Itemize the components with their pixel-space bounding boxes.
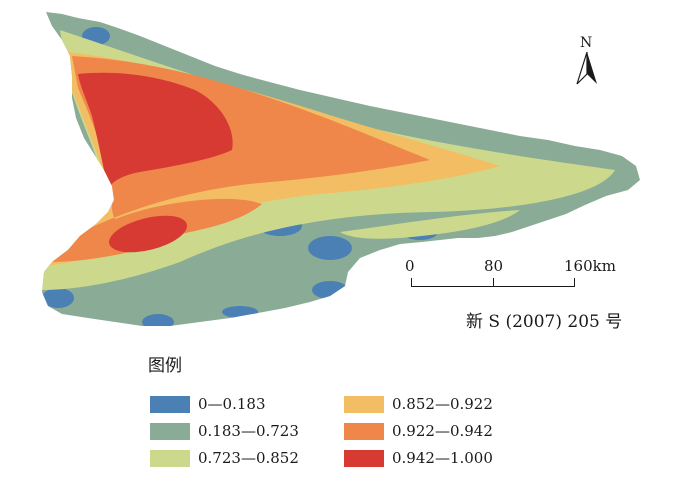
- north-arrow-icon: [576, 51, 597, 85]
- legend-title: 图例: [148, 356, 182, 376]
- legend-label: 0.922—0.942: [392, 422, 493, 440]
- zone-yellowgreen-2: [340, 210, 520, 239]
- legend-item: 0.852—0.922: [344, 394, 493, 414]
- zone-blue-3: [308, 236, 352, 260]
- suitability-map: [42, 12, 640, 326]
- legend: 0—0.183 0.183—0.723 0.723—0.852 0.852—0.…: [150, 394, 550, 469]
- legend-item: 0—0.183: [150, 394, 266, 414]
- scale-tick-160: 160km: [564, 257, 616, 275]
- legend-swatch: [344, 395, 384, 413]
- legend-item: 0.942—1.000: [344, 448, 493, 468]
- legend-label: 0—0.183: [198, 395, 266, 413]
- scale-tick-80: 80: [484, 257, 504, 275]
- zone-blue-7: [142, 314, 174, 326]
- legend-label: 0.852—0.922: [392, 395, 493, 413]
- legend-item: 0.922—0.942: [344, 421, 493, 441]
- zone-red-1: [78, 72, 233, 190]
- zone-red-2: [108, 215, 188, 253]
- legend-label: 0.183—0.723: [198, 422, 299, 440]
- legend-item: 0.723—0.852: [150, 448, 299, 468]
- legend-swatch: [150, 395, 190, 413]
- scale-tick-mark-80: [493, 278, 494, 287]
- legend-item: 0.183—0.723: [150, 421, 299, 441]
- scale-tick-0: 0: [405, 257, 415, 275]
- scale-bar: 0 80 160km: [400, 257, 616, 298]
- zone-blue-8: [312, 281, 348, 299]
- zone-blue-9: [222, 306, 258, 318]
- legend-swatch: [150, 422, 190, 440]
- legend-label: 0.723—0.852: [198, 449, 299, 467]
- map-approval-number: 新 S (2007) 205 号: [466, 312, 623, 332]
- legend-swatch: [150, 449, 190, 467]
- legend-swatch: [344, 449, 384, 467]
- scale-tick-mark-0: [411, 278, 412, 287]
- zone-blue-6: [42, 288, 74, 308]
- scale-tick-mark-160: [574, 278, 575, 287]
- north-label: N: [580, 35, 593, 51]
- legend-swatch: [344, 422, 384, 440]
- legend-label: 0.942—1.000: [392, 449, 493, 467]
